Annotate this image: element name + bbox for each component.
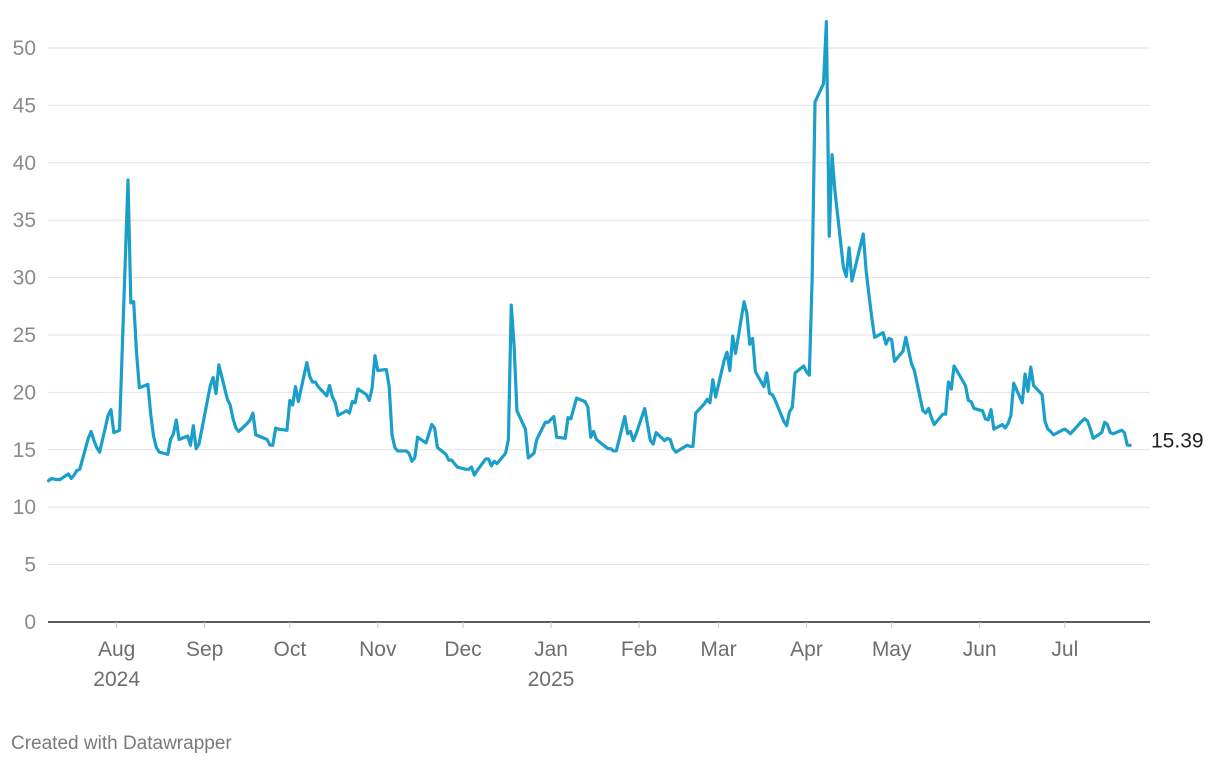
y-tick-label: 20 — [13, 381, 36, 404]
y-tick-label: 45 — [13, 94, 36, 117]
x-tick-label: Apr — [790, 638, 823, 661]
credit-text: Created with Datawrapper — [11, 733, 232, 754]
x-tick-label: Sep — [186, 638, 223, 661]
x-tick-label: Jun — [963, 638, 997, 661]
y-tick-label: 0 — [24, 611, 36, 634]
y-tick-label: 10 — [13, 496, 36, 519]
x-tick-label: Mar — [700, 638, 736, 661]
x-tick-label: Dec — [444, 638, 481, 661]
x-tick-label: May — [872, 638, 912, 661]
y-tick-label: 5 — [24, 554, 36, 577]
x-year-label: 2024 — [93, 668, 140, 691]
y-gridlines — [48, 47, 1150, 566]
x-axis-ticks — [116, 622, 1066, 628]
x-tick-label: Jul — [1051, 638, 1078, 661]
x-axis-tick-labels: Aug 2024 Sep Oct Nov Dec Jan 2025 Feb Mar Apr May Ju… — [93, 638, 1078, 691]
x-tick-label: Nov — [359, 638, 397, 661]
y-tick-label: 35 — [13, 209, 36, 232]
series-line — [46, 20, 1132, 483]
x-tick-label: Aug — [98, 638, 135, 661]
x-tick-label: Feb — [621, 638, 657, 661]
y-axis-tick-labels: 0 5 10 15 20 25 30 35 40 45 50 — [13, 37, 36, 634]
last-value-label: 15.39 — [1151, 429, 1204, 452]
y-tick-label: 15 — [13, 439, 36, 462]
y-tick-label: 40 — [13, 152, 36, 175]
x-tick-label: Oct — [273, 638, 306, 661]
x-tick-label: Jan — [534, 638, 568, 661]
y-tick-label: 50 — [13, 37, 36, 60]
x-year-label: 2025 — [528, 668, 575, 691]
y-tick-label: 30 — [13, 267, 36, 290]
y-tick-label: 25 — [13, 324, 36, 347]
